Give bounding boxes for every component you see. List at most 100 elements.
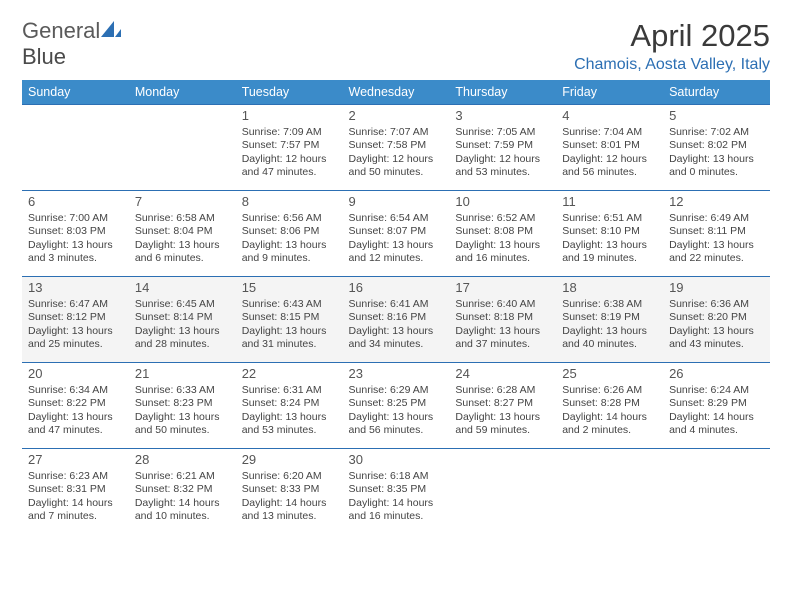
- calendar-page: GeneralBlue April 2025 Chamois, Aosta Va…: [0, 0, 792, 533]
- day-cell: 25Sunrise: 6:26 AMSunset: 8:28 PMDayligh…: [556, 363, 663, 449]
- daylight-text: Daylight: 13 hours and 56 minutes.: [349, 411, 444, 438]
- day-cell: 17Sunrise: 6:40 AMSunset: 8:18 PMDayligh…: [449, 277, 556, 363]
- daylight-text: Daylight: 13 hours and 25 minutes.: [28, 325, 123, 352]
- day-cell: 18Sunrise: 6:38 AMSunset: 8:19 PMDayligh…: [556, 277, 663, 363]
- page-subtitle: Chamois, Aosta Valley, Italy: [574, 56, 770, 74]
- daylight-text: Daylight: 13 hours and 59 minutes.: [455, 411, 550, 438]
- day-cell: 10Sunrise: 6:52 AMSunset: 8:08 PMDayligh…: [449, 191, 556, 277]
- sunrise-text: Sunrise: 6:31 AM: [242, 384, 337, 397]
- day-number: 30: [349, 452, 444, 469]
- sunset-text: Sunset: 8:02 PM: [669, 139, 764, 152]
- day-number: 11: [562, 194, 657, 211]
- sunrise-text: Sunrise: 6:29 AM: [349, 384, 444, 397]
- day-number: 10: [455, 194, 550, 211]
- daylight-text: Daylight: 14 hours and 13 minutes.: [242, 497, 337, 524]
- empty-cell: [22, 105, 129, 191]
- daylight-text: Daylight: 14 hours and 16 minutes.: [349, 497, 444, 524]
- day-cell: 6Sunrise: 7:00 AMSunset: 8:03 PMDaylight…: [22, 191, 129, 277]
- daylight-text: Daylight: 13 hours and 47 minutes.: [28, 411, 123, 438]
- day-number: 17: [455, 280, 550, 297]
- day-number: 26: [669, 366, 764, 383]
- brand-name: GeneralBlue: [22, 18, 122, 70]
- day-number: 5: [669, 108, 764, 125]
- day-number: 19: [669, 280, 764, 297]
- sunrise-text: Sunrise: 6:47 AM: [28, 298, 123, 311]
- daylight-text: Daylight: 14 hours and 4 minutes.: [669, 411, 764, 438]
- sunset-text: Sunset: 8:07 PM: [349, 225, 444, 238]
- day-number: 24: [455, 366, 550, 383]
- weekday-header: Friday: [556, 80, 663, 105]
- sunrise-text: Sunrise: 6:51 AM: [562, 212, 657, 225]
- daylight-text: Daylight: 13 hours and 37 minutes.: [455, 325, 550, 352]
- weekday-header: Saturday: [663, 80, 770, 105]
- daylight-text: Daylight: 13 hours and 0 minutes.: [669, 153, 764, 180]
- daylight-text: Daylight: 13 hours and 34 minutes.: [349, 325, 444, 352]
- sunset-text: Sunset: 8:32 PM: [135, 483, 230, 496]
- sunset-text: Sunset: 8:15 PM: [242, 311, 337, 324]
- sunset-text: Sunset: 8:28 PM: [562, 397, 657, 410]
- day-cell: 7Sunrise: 6:58 AMSunset: 8:04 PMDaylight…: [129, 191, 236, 277]
- day-number: 18: [562, 280, 657, 297]
- sunset-text: Sunset: 8:04 PM: [135, 225, 230, 238]
- calendar-row: 20Sunrise: 6:34 AMSunset: 8:22 PMDayligh…: [22, 363, 770, 449]
- empty-cell: [129, 105, 236, 191]
- daylight-text: Daylight: 13 hours and 12 minutes.: [349, 239, 444, 266]
- sunset-text: Sunset: 7:59 PM: [455, 139, 550, 152]
- weekday-header: Sunday: [22, 80, 129, 105]
- sunset-text: Sunset: 8:31 PM: [28, 483, 123, 496]
- empty-cell: [663, 449, 770, 533]
- sunrise-text: Sunrise: 6:26 AM: [562, 384, 657, 397]
- day-number: 14: [135, 280, 230, 297]
- day-number: 1: [242, 108, 337, 125]
- daylight-text: Daylight: 13 hours and 19 minutes.: [562, 239, 657, 266]
- weekday-header: Thursday: [449, 80, 556, 105]
- day-cell: 11Sunrise: 6:51 AMSunset: 8:10 PMDayligh…: [556, 191, 663, 277]
- sunrise-text: Sunrise: 7:02 AM: [669, 126, 764, 139]
- day-cell: 23Sunrise: 6:29 AMSunset: 8:25 PMDayligh…: [343, 363, 450, 449]
- day-number: 29: [242, 452, 337, 469]
- sunset-text: Sunset: 8:01 PM: [562, 139, 657, 152]
- daylight-text: Daylight: 13 hours and 31 minutes.: [242, 325, 337, 352]
- day-cell: 12Sunrise: 6:49 AMSunset: 8:11 PMDayligh…: [663, 191, 770, 277]
- day-number: 20: [28, 366, 123, 383]
- sunrise-text: Sunrise: 6:52 AM: [455, 212, 550, 225]
- day-cell: 15Sunrise: 6:43 AMSunset: 8:15 PMDayligh…: [236, 277, 343, 363]
- day-number: 16: [349, 280, 444, 297]
- sunrise-text: Sunrise: 6:33 AM: [135, 384, 230, 397]
- sunrise-text: Sunrise: 6:28 AM: [455, 384, 550, 397]
- day-number: 7: [135, 194, 230, 211]
- day-cell: 28Sunrise: 6:21 AMSunset: 8:32 PMDayligh…: [129, 449, 236, 533]
- sunset-text: Sunset: 8:10 PM: [562, 225, 657, 238]
- day-cell: 1Sunrise: 7:09 AMSunset: 7:57 PMDaylight…: [236, 105, 343, 191]
- sunset-text: Sunset: 8:18 PM: [455, 311, 550, 324]
- sunset-text: Sunset: 8:24 PM: [242, 397, 337, 410]
- daylight-text: Daylight: 13 hours and 43 minutes.: [669, 325, 764, 352]
- sunrise-text: Sunrise: 6:56 AM: [242, 212, 337, 225]
- day-number: 8: [242, 194, 337, 211]
- sunset-text: Sunset: 8:33 PM: [242, 483, 337, 496]
- daylight-text: Daylight: 13 hours and 50 minutes.: [135, 411, 230, 438]
- day-number: 13: [28, 280, 123, 297]
- calendar-row: 1Sunrise: 7:09 AMSunset: 7:57 PMDaylight…: [22, 105, 770, 191]
- brand-sail-icon: [100, 18, 122, 44]
- daylight-text: Daylight: 14 hours and 2 minutes.: [562, 411, 657, 438]
- day-cell: 29Sunrise: 6:20 AMSunset: 8:33 PMDayligh…: [236, 449, 343, 533]
- sunrise-text: Sunrise: 7:05 AM: [455, 126, 550, 139]
- day-number: 27: [28, 452, 123, 469]
- sunrise-text: Sunrise: 6:54 AM: [349, 212, 444, 225]
- sunset-text: Sunset: 8:22 PM: [28, 397, 123, 410]
- sunset-text: Sunset: 8:20 PM: [669, 311, 764, 324]
- day-cell: 21Sunrise: 6:33 AMSunset: 8:23 PMDayligh…: [129, 363, 236, 449]
- daylight-text: Daylight: 13 hours and 9 minutes.: [242, 239, 337, 266]
- sunrise-text: Sunrise: 6:58 AM: [135, 212, 230, 225]
- brand-part-a: General: [22, 18, 100, 43]
- day-number: 2: [349, 108, 444, 125]
- day-cell: 22Sunrise: 6:31 AMSunset: 8:24 PMDayligh…: [236, 363, 343, 449]
- day-cell: 27Sunrise: 6:23 AMSunset: 8:31 PMDayligh…: [22, 449, 129, 533]
- day-cell: 9Sunrise: 6:54 AMSunset: 8:07 PMDaylight…: [343, 191, 450, 277]
- day-cell: 8Sunrise: 6:56 AMSunset: 8:06 PMDaylight…: [236, 191, 343, 277]
- day-cell: 19Sunrise: 6:36 AMSunset: 8:20 PMDayligh…: [663, 277, 770, 363]
- day-number: 12: [669, 194, 764, 211]
- daylight-text: Daylight: 14 hours and 7 minutes.: [28, 497, 123, 524]
- day-cell: 14Sunrise: 6:45 AMSunset: 8:14 PMDayligh…: [129, 277, 236, 363]
